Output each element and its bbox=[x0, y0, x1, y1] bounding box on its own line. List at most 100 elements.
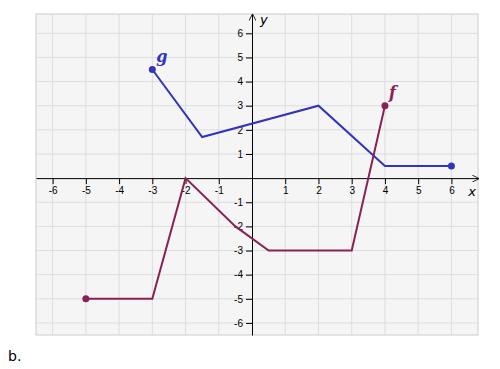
grid-line-x bbox=[218, 14, 219, 335]
y-tick-label: -3 bbox=[234, 245, 243, 256]
x-tick: 3 bbox=[349, 178, 355, 196]
grid-line-y bbox=[36, 129, 478, 130]
y-tick: 1 bbox=[237, 149, 252, 160]
grid-line-y bbox=[36, 274, 478, 275]
x-tick-label: 4 bbox=[383, 185, 389, 196]
y-tick: -4 bbox=[234, 269, 252, 280]
grid-line-x bbox=[351, 14, 352, 335]
y-axis-label: y bbox=[259, 12, 268, 27]
series-line bbox=[86, 106, 385, 299]
x-tick-label: 5 bbox=[416, 185, 422, 196]
series-label: g bbox=[156, 47, 167, 66]
x-tick-mark bbox=[318, 178, 319, 184]
y-tick: -1 bbox=[234, 197, 252, 208]
x-axis-label: x bbox=[467, 184, 476, 199]
grid-line-x bbox=[52, 14, 53, 335]
x-tick-mark bbox=[119, 178, 120, 184]
grid-line-y bbox=[36, 226, 478, 227]
x-tick-label: -4 bbox=[115, 185, 124, 196]
endpoint bbox=[82, 295, 89, 302]
grid-line-x bbox=[285, 14, 286, 335]
x-tick: -5 bbox=[82, 178, 91, 196]
y-tick-mark bbox=[246, 251, 252, 252]
grid-line-y bbox=[36, 33, 478, 34]
y-tick-label: 1 bbox=[237, 149, 243, 160]
endpoint bbox=[149, 66, 156, 73]
y-tick-label: 6 bbox=[237, 28, 243, 39]
y-tick: -5 bbox=[234, 293, 252, 304]
y-tick-mark bbox=[246, 154, 252, 155]
y-tick-label: 5 bbox=[237, 52, 243, 63]
y-tick-mark bbox=[246, 226, 252, 227]
x-tick: -3 bbox=[148, 178, 157, 196]
grid-line-x bbox=[318, 14, 319, 335]
x-tick-label: 1 bbox=[283, 185, 289, 196]
grid bbox=[36, 14, 478, 335]
x-tick-label: 2 bbox=[316, 185, 322, 196]
y-tick-mark bbox=[246, 130, 252, 131]
endpoint bbox=[381, 102, 388, 109]
y-tick-mark bbox=[246, 57, 252, 58]
x-tick-mark bbox=[385, 178, 386, 184]
x-tick-mark bbox=[418, 178, 419, 184]
y-tick-mark bbox=[246, 275, 252, 276]
x-tick-label: -1 bbox=[215, 185, 224, 196]
grid-line-x bbox=[451, 14, 452, 335]
x-tick: 6 bbox=[449, 178, 455, 196]
grid-line-y bbox=[36, 250, 478, 251]
marks bbox=[82, 66, 455, 302]
grid-line-x bbox=[384, 14, 385, 335]
x-tick-label: 6 bbox=[449, 185, 455, 196]
x-tick: 5 bbox=[416, 178, 422, 196]
y-tick-mark bbox=[246, 202, 252, 203]
x-tick: 2 bbox=[316, 178, 322, 196]
y-tick: -3 bbox=[234, 245, 252, 256]
series-label: f bbox=[388, 83, 399, 102]
x-tick-mark bbox=[352, 178, 353, 184]
series-labels: gf bbox=[156, 47, 399, 102]
y-tick-label: -6 bbox=[234, 318, 243, 329]
y-tick: 6 bbox=[237, 28, 252, 39]
grid-line-y bbox=[36, 81, 478, 82]
y-tick-mark bbox=[246, 299, 252, 300]
grid-line-y bbox=[36, 202, 478, 203]
grid-line-x bbox=[185, 14, 186, 335]
x-tick: 1 bbox=[283, 178, 289, 196]
y-tick-label: 4 bbox=[237, 76, 243, 87]
x-tick-mark bbox=[451, 178, 452, 184]
y-tick-mark bbox=[246, 323, 252, 324]
y-tick-label: -4 bbox=[234, 269, 243, 280]
y-tick-label: -1 bbox=[234, 197, 243, 208]
annotation: b. bbox=[8, 348, 21, 364]
grid-line-x bbox=[152, 14, 153, 335]
chart: -6-5-4-3-2-1123456-6-5-4-3-2-1123456xygf… bbox=[0, 0, 500, 369]
grid-line-y bbox=[36, 105, 478, 106]
series-line bbox=[152, 70, 451, 167]
x-tick-mark bbox=[219, 178, 220, 184]
x-tick-label: 3 bbox=[349, 185, 355, 196]
x-tick-mark bbox=[285, 178, 286, 184]
x-tick-label: -5 bbox=[82, 185, 91, 196]
x-tick-mark bbox=[53, 178, 54, 184]
grid-line-y bbox=[36, 322, 478, 323]
x-tick-mark bbox=[152, 178, 153, 184]
y-axis-line bbox=[252, 15, 253, 336]
grid-line-x bbox=[119, 14, 120, 335]
x-tick-label: -3 bbox=[148, 185, 157, 196]
y-tick-label: -5 bbox=[234, 293, 243, 304]
grid-line-x bbox=[418, 14, 419, 335]
y-tick-mark bbox=[246, 33, 252, 34]
y-tick-mark bbox=[246, 82, 252, 83]
plot-frame bbox=[36, 14, 478, 335]
y-tick-mark bbox=[246, 106, 252, 107]
x-tick: -4 bbox=[115, 178, 124, 196]
grid-line-y bbox=[36, 153, 478, 154]
grid-line-y bbox=[36, 57, 478, 58]
y-tick: 4 bbox=[237, 76, 252, 87]
x-axis: -6-5-4-3-2-1123456 bbox=[37, 178, 479, 196]
x-tick: -1 bbox=[215, 178, 224, 196]
y-tick-label: 3 bbox=[237, 100, 243, 111]
x-tick: -6 bbox=[49, 178, 58, 196]
x-tick: 4 bbox=[383, 178, 389, 196]
y-tick: 5 bbox=[237, 52, 252, 63]
